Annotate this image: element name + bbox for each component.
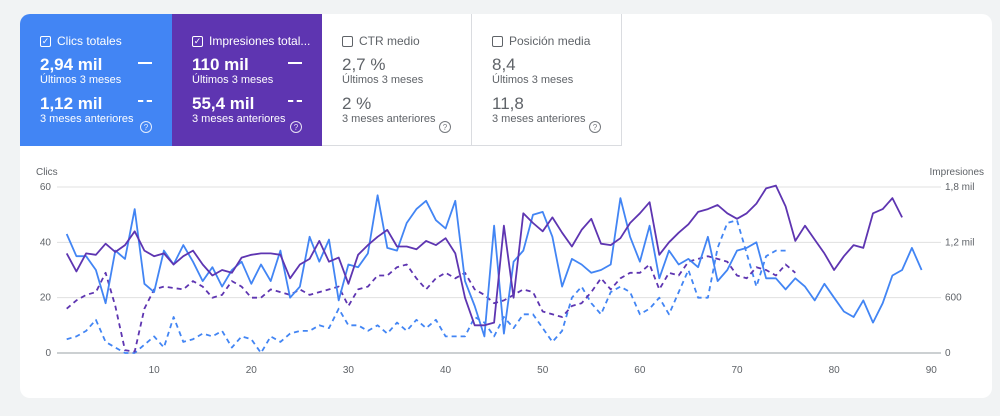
current-period: Últimos 3 meses xyxy=(492,74,574,86)
tile-title: Impresiones total... xyxy=(209,34,311,48)
right-tick-label: 0 xyxy=(945,348,951,359)
left-axis-label: Clics xyxy=(36,167,58,178)
current-value: 110 mil xyxy=(192,55,249,74)
tile-header: ✓ Impresiones total... xyxy=(192,34,310,48)
right-tick-label: 600 xyxy=(945,293,962,304)
x-tick-label: 20 xyxy=(246,365,258,376)
tile-title: Posición media xyxy=(509,34,591,48)
checkbox-unchecked-icon[interactable] xyxy=(492,35,503,47)
previous-value: 11,8 xyxy=(492,94,524,113)
tile-header: CTR medio xyxy=(342,34,420,48)
right-tick-label: 1,8 mil xyxy=(945,182,974,193)
solid-line-legend-icon xyxy=(288,62,302,64)
previous-value: 1,12 mil xyxy=(40,94,103,113)
current-impressions-line xyxy=(65,184,903,327)
previous-impressions-line xyxy=(66,255,796,353)
dashed-line-legend-icon xyxy=(288,100,302,102)
tile-header: ✓ Clics totales xyxy=(40,34,122,48)
solid-line-legend-icon xyxy=(138,62,152,64)
right-tick-label: 1,2 mil xyxy=(945,237,974,248)
tile-title: Clics totales xyxy=(57,34,122,48)
left-tick-label: 60 xyxy=(40,182,52,193)
help-icon[interactable]: ? xyxy=(140,121,152,133)
left-tick-label: 0 xyxy=(45,348,51,359)
x-tick-label: 60 xyxy=(634,365,646,376)
x-tick-label: 90 xyxy=(926,365,938,376)
current-period: Últimos 3 meses xyxy=(192,74,274,86)
previous-period: 3 meses anteriores xyxy=(40,113,134,125)
tile-title: CTR medio xyxy=(359,34,420,48)
tile-average-ctr[interactable]: CTR medio 2,7 % Últimos 3 meses 2 % 3 me… xyxy=(322,14,472,146)
metric-tiles: ✓ Clics totales 2,94 mil Últimos 3 meses… xyxy=(20,14,622,146)
dashed-line-legend-icon xyxy=(138,100,152,102)
help-icon[interactable]: ? xyxy=(439,121,451,133)
x-tick-label: 40 xyxy=(440,365,452,376)
help-icon[interactable]: ? xyxy=(589,121,601,133)
tile-total-clicks[interactable]: ✓ Clics totales 2,94 mil Últimos 3 meses… xyxy=(20,14,172,146)
checkbox-checked-icon[interactable]: ✓ xyxy=(192,35,203,47)
current-value: 2,94 mil xyxy=(40,55,103,74)
left-tick-label: 40 xyxy=(40,237,52,248)
previous-value: 2 % xyxy=(342,94,372,113)
tile-header: Posición media xyxy=(492,34,590,48)
previous-period: 3 meses anteriores xyxy=(342,113,436,125)
current-period: Últimos 3 meses xyxy=(342,74,424,86)
previous-period: 3 meses anteriores xyxy=(492,113,586,125)
previous-value: 55,4 mil xyxy=(192,94,255,113)
x-tick-label: 70 xyxy=(731,365,743,376)
tile-average-position[interactable]: Posición media 8,4 Últimos 3 meses 11,8 … xyxy=(472,14,622,146)
x-tick-label: 30 xyxy=(343,365,355,376)
checkbox-checked-icon[interactable]: ✓ xyxy=(40,35,51,47)
current-value: 8,4 xyxy=(492,55,516,74)
current-period: Últimos 3 meses xyxy=(40,74,122,86)
help-icon[interactable]: ? xyxy=(290,121,302,133)
right-axis-label: Impresiones xyxy=(929,167,984,178)
left-tick-label: 20 xyxy=(40,293,52,304)
x-tick-label: 80 xyxy=(829,365,841,376)
performance-card: ✓ Clics totales 2,94 mil Últimos 3 meses… xyxy=(20,14,992,398)
previous-period: 3 meses anteriores xyxy=(192,113,286,125)
tile-total-impressions[interactable]: ✓ Impresiones total... 110 mil Últimos 3… xyxy=(172,14,322,146)
current-value: 2,7 % xyxy=(342,55,386,74)
x-tick-label: 50 xyxy=(537,365,549,376)
x-tick-label: 10 xyxy=(149,365,161,376)
checkbox-unchecked-icon[interactable] xyxy=(342,35,353,47)
